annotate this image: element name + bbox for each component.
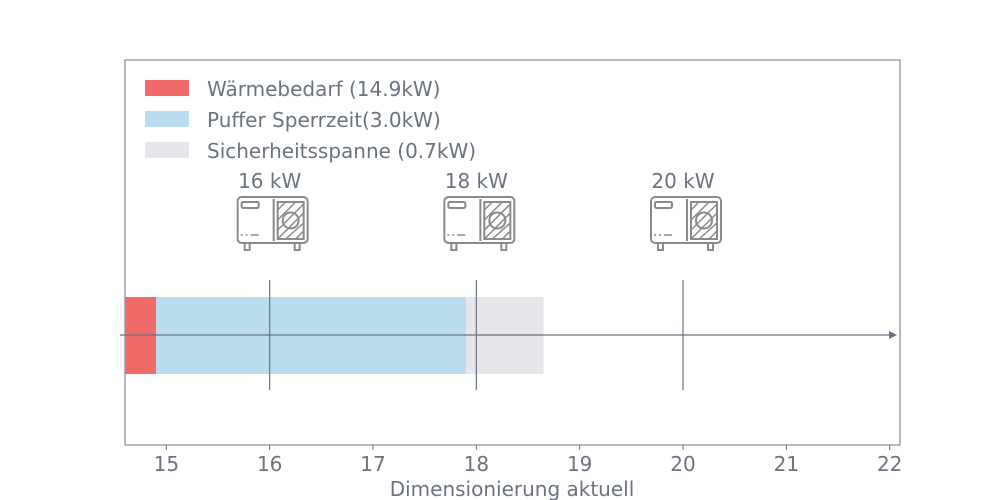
legend-swatch-1: [145, 111, 189, 127]
heat-pump-icon: [650, 196, 722, 251]
marker-label-1: 18 kW: [445, 169, 508, 193]
heat-pump-icon: [236, 196, 309, 251]
x-tick-label-2: 17: [360, 452, 385, 476]
x-tick-label-5: 20: [670, 452, 695, 476]
plot-frame: [124, 59, 901, 446]
x-axis-label: Dimensionierung aktuell: [390, 477, 635, 500]
x-tick-label-3: 18: [464, 452, 489, 476]
marker-label-0: 16 kW: [238, 169, 301, 193]
x-axis-arrowhead: [889, 331, 897, 339]
legend-label-0: Wärmebedarf (14.9kW): [207, 77, 440, 101]
legend-swatch-2: [145, 142, 189, 158]
x-tick-label-1: 16: [257, 452, 282, 476]
legend-swatch-0: [145, 80, 189, 96]
marker-label-2: 20 kW: [651, 169, 714, 193]
x-tick-label-7: 22: [877, 452, 902, 476]
legend-label-2: Sicherheitsspanne (0.7kW): [207, 139, 476, 163]
legend-label-1: Puffer Sperrzeit(3.0kW): [207, 108, 441, 132]
heat-pump-icon: [443, 196, 516, 251]
x-tick-label-4: 19: [567, 452, 592, 476]
x-tick-label-0: 15: [154, 452, 179, 476]
x-tick-label-6: 21: [774, 452, 799, 476]
